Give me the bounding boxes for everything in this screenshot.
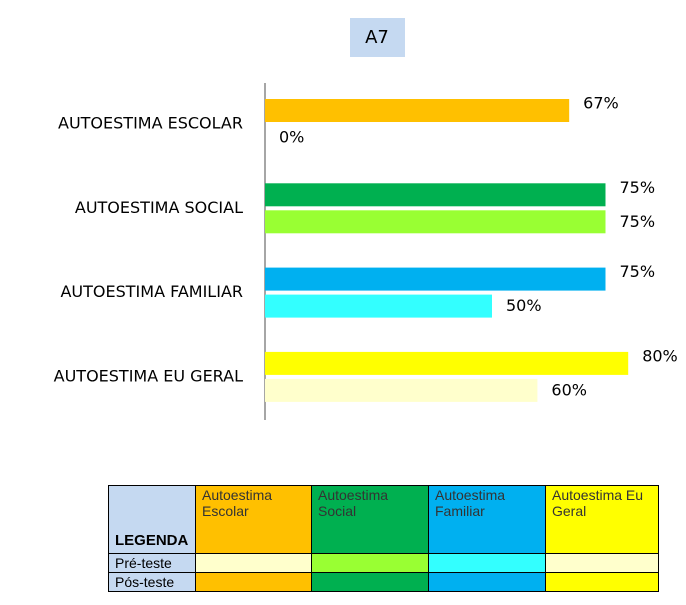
value-label: 75% bbox=[620, 212, 656, 231]
category-label: AUTOESTIMA FAMILIAR bbox=[60, 282, 243, 301]
bar bbox=[265, 294, 492, 318]
category-label: AUTOESTIMA EU GERAL bbox=[54, 366, 243, 385]
legend-series-name: Pós-teste bbox=[108, 572, 196, 592]
legend-row: Pré-teste bbox=[108, 553, 659, 573]
value-label: 75% bbox=[620, 178, 656, 197]
legend-header: LEGENDA Autoestima Escolar Autoestima Soc… bbox=[108, 485, 659, 554]
legend-row: Pós-teste bbox=[108, 572, 659, 592]
chart-title: A7 bbox=[365, 27, 389, 48]
value-label: 60% bbox=[551, 380, 587, 399]
legend-column: Autoestima Escolar bbox=[195, 485, 312, 554]
legend-swatch bbox=[428, 572, 546, 592]
bar bbox=[265, 183, 606, 207]
legend-swatch bbox=[545, 572, 659, 592]
legend-column: Autoestima Eu Geral bbox=[545, 485, 659, 554]
value-label: 50% bbox=[506, 296, 542, 315]
legend-swatch bbox=[428, 553, 546, 573]
legend-swatch bbox=[545, 553, 659, 573]
value-label: 75% bbox=[620, 262, 656, 281]
title-box bbox=[350, 18, 405, 57]
bar bbox=[265, 351, 629, 375]
category-label: AUTOESTIMA SOCIAL bbox=[75, 198, 243, 217]
legend-column: Autoestima Social bbox=[311, 485, 429, 554]
legend-swatch bbox=[195, 553, 312, 573]
legend-column: Autoestima Familiar bbox=[428, 485, 546, 554]
legend-swatch bbox=[311, 553, 429, 573]
value-label: 67% bbox=[583, 94, 619, 113]
chart: A7 AUTOESTIMA ESCOLAR 67% 0% AUTOESTIMA SOC… bbox=[54, 18, 678, 420]
bar bbox=[265, 267, 606, 291]
legend-swatch bbox=[195, 572, 312, 592]
value-label: 0% bbox=[279, 128, 304, 147]
legend-title: LEGENDA bbox=[108, 485, 196, 554]
category-label: AUTOESTIMA ESCOLAR bbox=[58, 114, 243, 133]
legend-swatch bbox=[311, 572, 429, 592]
bar bbox=[265, 378, 538, 402]
legend-series-name: Pré-teste bbox=[108, 553, 196, 573]
value-label: 80% bbox=[642, 346, 678, 365]
bar bbox=[265, 210, 606, 234]
bar bbox=[265, 99, 570, 122]
legend-table: LEGENDA Autoestima Escolar Autoestima Soc… bbox=[108, 485, 659, 592]
